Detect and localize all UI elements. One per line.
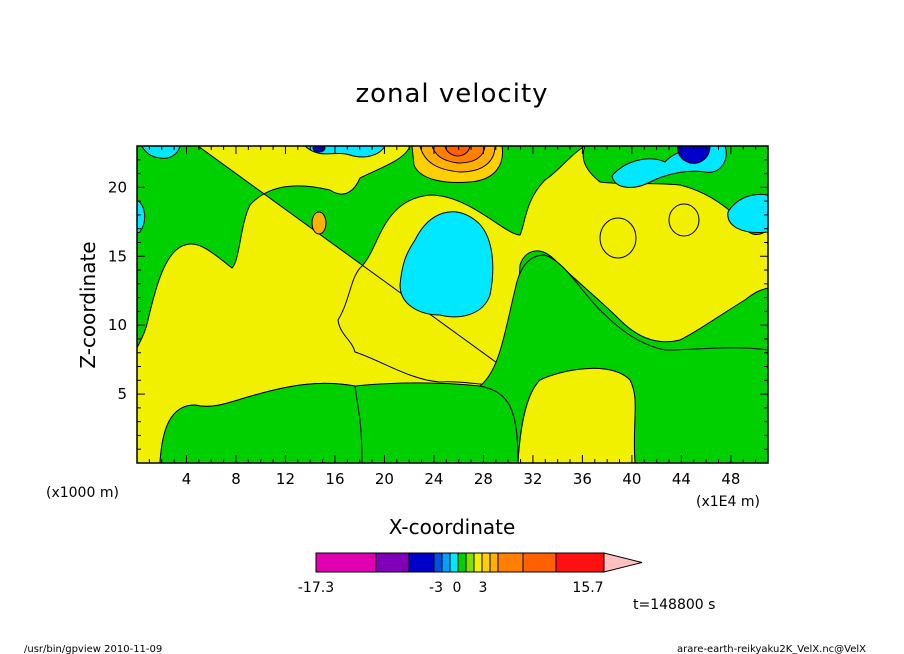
x-tick-labels: 4 8 12 16 20 24 28 32 36 40 44 48 [182, 470, 741, 488]
colorbar-min-label: -17.3 [298, 580, 334, 596]
colorbar-segment [449, 552, 459, 573]
y-tick-label: 5 [117, 385, 127, 403]
colorbar-segment [473, 552, 483, 573]
y-tick-label: 15 [108, 247, 127, 265]
colorbar-segment [489, 552, 499, 573]
colorbar-segment [315, 552, 377, 573]
contour-yellow-blob-b [668, 203, 700, 237]
axis-ticks [137, 146, 768, 463]
x-tick-label: 20 [375, 470, 394, 488]
x-tick-label: 24 [424, 470, 443, 488]
x-tick-label: 32 [523, 470, 542, 488]
time-label: t=148800 s [633, 597, 715, 613]
x-tick-label: 28 [474, 470, 493, 488]
contour-orange-top-4 [444, 146, 471, 157]
colorbar-segment [465, 552, 475, 573]
colorbar-max-label: 15.7 [572, 580, 603, 596]
y-tick-labels: 5 10 15 20 [108, 178, 127, 403]
x-tick-label: 8 [231, 470, 241, 488]
contour-cyan-topleft [141, 146, 181, 159]
contour-cyan-left-edge [137, 199, 146, 234]
colorbar-segment [481, 552, 491, 573]
x-unit-left: (x1000 m) [46, 485, 119, 501]
x-axis-title: X-coordinate [389, 515, 516, 539]
colorbar-segment [441, 552, 451, 573]
contour-yellow-right-lower [517, 368, 636, 463]
footer-left: /usr/bin/gpview 2010-11-09 [24, 644, 162, 654]
contour-cyan-right-edge [727, 193, 768, 234]
contour-blue-small [312, 146, 326, 153]
y-tick-label: 10 [108, 316, 127, 334]
x-tick-label: 40 [622, 470, 641, 488]
x-tick-label: 16 [325, 470, 344, 488]
colorbar-segment [457, 552, 467, 573]
x-tick-label: 36 [573, 470, 592, 488]
chart-title: zonal velocity [355, 79, 548, 109]
contour-cyan-center [399, 211, 494, 318]
y-tick-label: 20 [108, 178, 127, 196]
colorbar-label: 0 [453, 580, 462, 596]
x-unit-right: (x1E4 m) [696, 494, 760, 510]
colorbar-segment [408, 552, 435, 573]
contour-orange-small [311, 211, 327, 235]
colorbar-segment [555, 552, 605, 573]
colorbar-label: 3 [479, 580, 488, 596]
plot-frame [136, 145, 769, 464]
contour-yellow-blob-a [599, 217, 637, 259]
plot-area [137, 146, 768, 463]
colorbar-segment [433, 552, 443, 573]
colorbar-label: -3 [429, 580, 443, 596]
colorbar [315, 552, 643, 573]
x-tick-label: 12 [276, 470, 295, 488]
colorbar-segment [522, 552, 557, 573]
contour-green-lower [159, 382, 363, 463]
colorbar-segment [375, 552, 410, 573]
colorbar-arrow [603, 552, 643, 573]
footer-right: arare-earth-reikyaku2K_VelX.nc@VelX [677, 644, 866, 654]
x-tick-label: 4 [182, 470, 192, 488]
contour-blue-topright [677, 146, 711, 164]
colorbar-mid-labels: -3 0 3 [429, 580, 487, 596]
x-tick-label: 44 [672, 470, 691, 488]
colorbar-segment [497, 552, 524, 573]
y-axis-title: Z-coordinate [76, 241, 100, 368]
x-tick-label: 48 [721, 470, 740, 488]
